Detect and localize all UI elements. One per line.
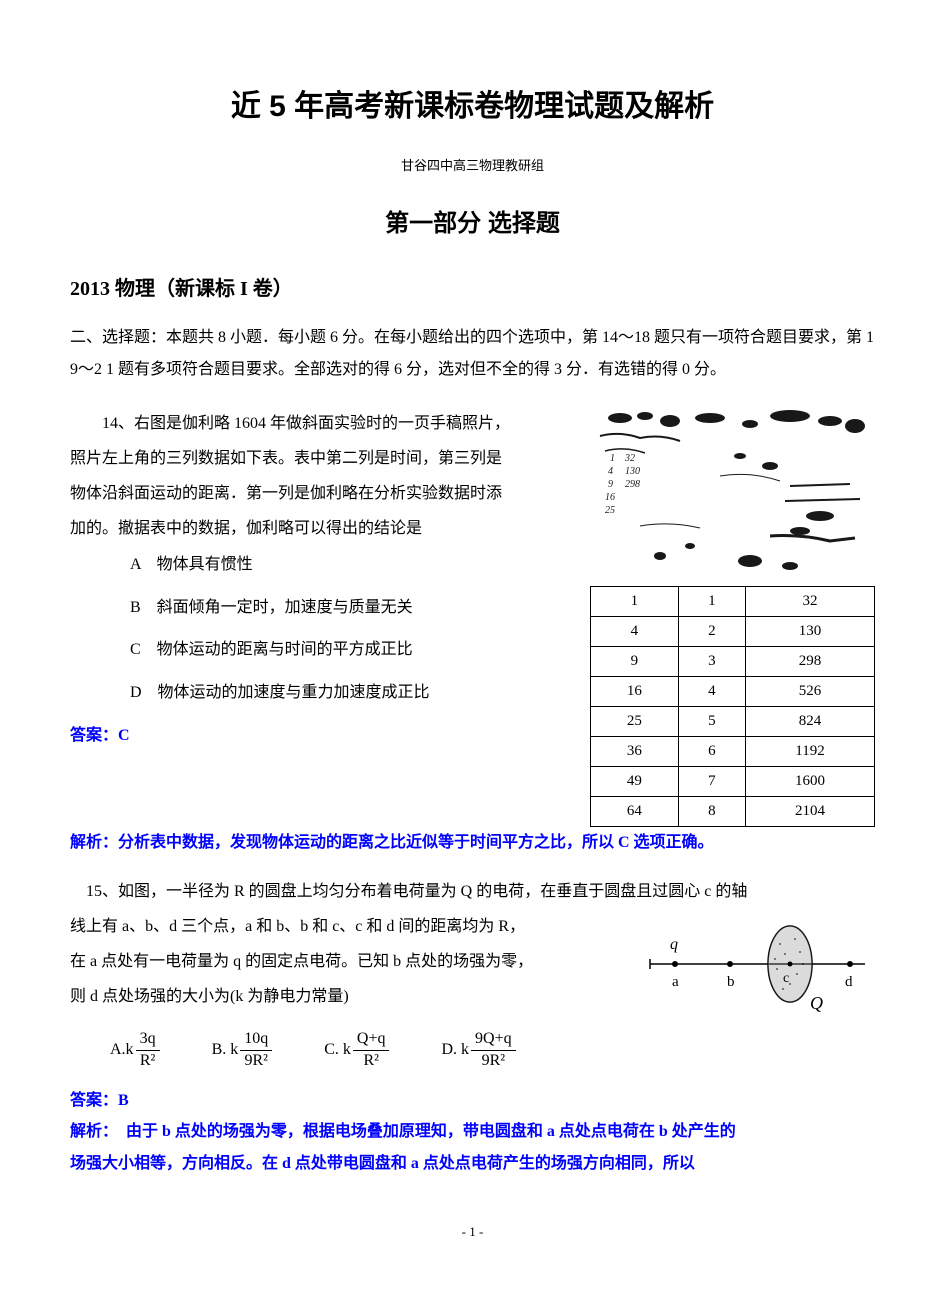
table-cell: 1 [678,586,745,616]
table-cell: 1 [591,586,679,616]
q14-option-c: C 物体运动的距离与时间的平方成正比 [130,631,575,669]
table-cell: 5 [678,706,745,736]
table-cell: 16 [591,676,679,706]
table-cell: 36 [591,736,679,766]
table-cell: 4 [678,676,745,706]
q15-analysis-2: 场强大小相等，方向相反。在 d 点处带电圆盘和 a 点处点电荷产生的场强方向相同… [70,1148,875,1180]
table-cell: 824 [746,706,875,736]
q14-stem-2: 照片左上角的三列数据如下表。表中第二列是时间，第三列是 [70,441,575,476]
table-row: 164526 [591,676,875,706]
table-cell: 526 [746,676,875,706]
table-cell: 6 [678,736,745,766]
q14-stem-3: 物体沿斜面运动的距离．第一列是伽利略在分析实验数据时添 [70,476,575,511]
page-number: - 1 - [70,1220,875,1243]
table-cell: 130 [746,616,875,646]
svg-text:25: 25 [605,505,615,516]
table-cell: 2 [678,616,745,646]
q14-option-d: D 物体运动的加速度与重力加速度成正比 [130,674,575,712]
table-cell: 298 [746,646,875,676]
table-cell: 1192 [746,736,875,766]
table-cell: 49 [591,766,679,796]
table-cell: 2104 [746,796,875,826]
q15-answer: 答案：B [70,1087,875,1116]
q14-stem-4: 加的。撤据表中的数据，伽利略可以得出的结论是 [70,511,575,546]
q14-stem-1: 14、右图是伽利略 1604 年做斜面实验时的一页手稿照片， [70,406,575,441]
svg-text:32: 32 [624,453,635,464]
svg-text:1: 1 [610,453,615,464]
table-cell: 64 [591,796,679,826]
q15-option-d: D. k 9Q+q 9R² [441,1029,517,1072]
q15-option-b: B. k 10q 9R² [212,1029,275,1072]
q14-option-b: B 斜面倾角一定时，加速度与质量无关 [130,589,575,627]
table-row: 42130 [591,616,875,646]
main-title: 近 5 年高考新课标卷物理试题及解析 [70,80,875,134]
svg-text:d: d [845,974,853,990]
q14-analysis: 解析：分析表中数据，发现物体运动的距离之比近似等于时间平方之比，所以 C 选项正… [70,827,875,859]
table-row: 255824 [591,706,875,736]
svg-text:a: a [672,974,679,990]
svg-text:16: 16 [605,492,615,503]
svg-text:4: 4 [608,466,613,477]
svg-text:Q: Q [810,993,823,1013]
table-row: 6482104 [591,796,875,826]
table-cell: 8 [678,796,745,826]
svg-text:298: 298 [625,479,640,490]
q15-analysis-1: 解析： 由于 b 点处的场强为零，根据电场叠加原理知，带电圆盘和 a 点处点电荷… [70,1116,875,1148]
question-14: 14、右图是伽利略 1604 年做斜面实验时的一页手稿照片， 照片左上角的三列数… [70,406,875,859]
q14-answer: 答案：C [70,722,575,751]
q14-option-a: A 物体具有惯性 [130,546,575,584]
table-cell: 1600 [746,766,875,796]
q15-stem-1: 15、如图，一半径为 R 的圆盘上均匀分布着电荷量为 Q 的电荷，在垂直于圆盘且… [70,874,875,909]
table-cell: 3 [678,646,745,676]
data-table: 1132421309329816452625582436611924971600… [590,586,875,827]
table-cell: 25 [591,706,679,736]
svg-text:9: 9 [608,479,613,490]
manuscript-image: 1 32 4 130 9 298 16 25 [590,406,875,581]
question-15: 15、如图，一半径为 R 的圆盘上均匀分布着电荷量为 Q 的电荷，在垂直于圆盘且… [70,874,875,1180]
instructions: 二、选择题：本题共 8 小题．每小题 6 分。在每小题给出的四个选项中，第 14… [70,322,875,386]
table-cell: 32 [746,586,875,616]
table-row: 3661192 [591,736,875,766]
svg-text:c: c [783,971,789,986]
section-title: 第一部分 选择题 [70,202,875,245]
q15-option-a: A.k 3q R² [110,1029,162,1072]
table-cell: 7 [678,766,745,796]
year-title: 2013 物理（新课标 I 卷） [70,271,875,307]
table-row: 4971600 [591,766,875,796]
q15-diagram: q a b c Q d [645,914,875,1014]
q15-option-c: C. k Q+q R² [324,1029,391,1072]
svg-text:b: b [727,974,735,990]
subtitle: 甘谷四中高三物理教研组 [70,154,875,177]
table-row: 1132 [591,586,875,616]
svg-text:130: 130 [625,466,640,477]
table-row: 93298 [591,646,875,676]
table-cell: 9 [591,646,679,676]
q15-options: A.k 3q R² B. k 10q 9R² C. k Q+q R² D. k … [110,1029,875,1072]
svg-text:q: q [670,936,678,953]
table-cell: 4 [591,616,679,646]
